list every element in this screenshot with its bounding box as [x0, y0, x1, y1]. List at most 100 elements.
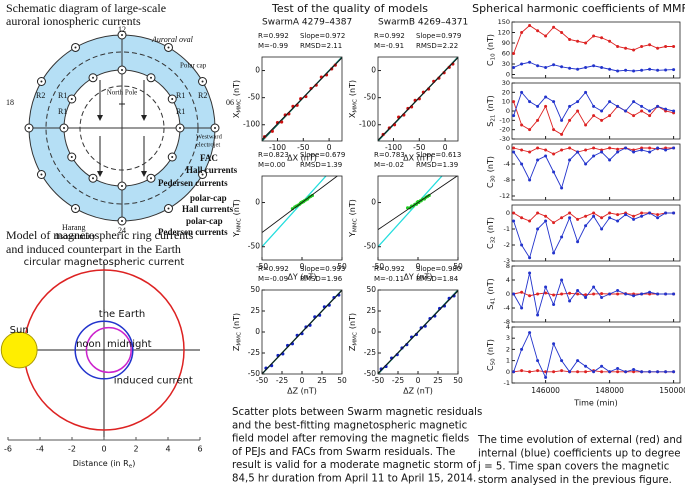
x-tick-label: 50	[337, 376, 347, 385]
series-point	[576, 150, 580, 154]
fac-symbol-dot	[121, 220, 123, 222]
y-tick-label: 30	[502, 79, 510, 87]
series-point	[608, 100, 612, 104]
fac-symbols	[24, 30, 220, 226]
y-tick-label: -100	[359, 120, 376, 129]
stat-label: RMSD=	[416, 42, 443, 50]
series-point	[672, 211, 676, 215]
x-axis-label: ΔY (nT)	[403, 273, 432, 282]
series-point	[512, 292, 516, 296]
series-point	[584, 148, 588, 152]
frame	[511, 143, 681, 201]
series-point	[536, 211, 540, 215]
fit-line	[378, 176, 458, 231]
series-point	[528, 331, 532, 335]
series-point	[536, 292, 540, 296]
label-part: Distance (in R	[73, 459, 129, 468]
series-point	[664, 45, 668, 48]
axis-label: S21 (nT)	[486, 95, 497, 126]
series-point	[544, 148, 548, 152]
series-point	[648, 290, 652, 294]
series-point	[560, 65, 564, 69]
stat: Slope=0.993	[300, 265, 345, 273]
text-line: field model after removing the magnetic …	[232, 434, 469, 445]
label-part: (nT)	[348, 313, 357, 329]
series-point	[560, 132, 564, 136]
series-point	[560, 186, 564, 190]
polar-arrows	[97, 80, 147, 177]
series-point	[648, 67, 652, 71]
stat-label: M=	[258, 42, 270, 50]
x-tick-label: -50	[256, 376, 268, 385]
pc-pedersen-label: Pedersen currents	[158, 227, 228, 237]
column-header: SwarmB 4269–4371	[378, 18, 468, 28]
y-tick-label: 25	[366, 306, 376, 315]
text-line: j = 5. Time span covers the magnetic	[477, 462, 669, 473]
y-tick-label: 0	[506, 71, 510, 79]
series-point	[544, 285, 548, 289]
series-point	[560, 369, 564, 373]
series-point	[616, 370, 620, 374]
axis-label: ZMMC (nT)	[348, 313, 359, 351]
fac-symbol-dot	[28, 127, 30, 129]
series-point	[584, 66, 588, 69]
series-point	[560, 31, 564, 34]
plot-area	[378, 290, 458, 374]
series-point	[536, 158, 540, 162]
frame	[511, 326, 681, 384]
series-point	[520, 216, 524, 220]
series-point	[544, 34, 548, 38]
series-point	[576, 217, 580, 221]
series-line	[513, 212, 674, 259]
series-point	[608, 39, 612, 43]
series-point	[600, 109, 604, 113]
hour-label: 12	[118, 25, 126, 34]
fac-symbol-dot	[63, 127, 65, 129]
text-line: 84,5 hr duration from April 11 to April …	[232, 474, 476, 485]
y-tick-label: 0	[506, 368, 510, 376]
series-point	[608, 158, 612, 162]
series-point	[528, 24, 532, 27]
series-point	[568, 370, 572, 374]
series-point	[616, 147, 620, 151]
axis-label: YMMC (nT)	[232, 199, 243, 238]
series-point	[640, 370, 644, 374]
series-point	[584, 293, 588, 297]
series-point	[640, 104, 644, 108]
axis-label: C30 (nT)	[486, 156, 497, 188]
series-point	[560, 292, 564, 296]
stat-label: Slope=	[416, 265, 441, 273]
series-point	[536, 227, 540, 231]
series-point	[632, 217, 636, 221]
stat-value: 0.992	[269, 265, 289, 273]
label-sub: 30	[490, 175, 496, 183]
point	[426, 87, 431, 91]
stat-value: 2.22	[443, 42, 459, 50]
fac-symbol-dot	[121, 69, 123, 71]
series-point	[616, 292, 620, 296]
r1-label: R1	[58, 91, 67, 100]
label-sub: MMC	[236, 332, 242, 346]
x-tick-label: 25	[317, 376, 327, 385]
x-tick-label: 148000	[595, 386, 624, 395]
fac-symbol-dot	[92, 76, 94, 79]
series-point	[664, 370, 668, 374]
series-point	[584, 41, 588, 45]
series-point	[536, 29, 540, 33]
stat-label: RMSD=	[300, 161, 327, 169]
axis-label: S41 (nT)	[486, 278, 497, 309]
series-point	[656, 292, 660, 296]
x-tick-label: 25	[433, 376, 443, 385]
stat-label: R=	[258, 32, 269, 40]
stat-label: M=	[258, 275, 270, 283]
x-tick-label: -50	[297, 143, 309, 152]
label-sub: MMC	[352, 218, 358, 232]
hour-label: 24	[118, 226, 126, 235]
series-point	[592, 292, 596, 296]
x-tick-label: 0	[101, 445, 106, 454]
x-axis-label: Time (min)	[573, 399, 617, 408]
x-tick-label: -100	[385, 143, 402, 152]
series-point	[664, 107, 668, 111]
y-tick-label: -50	[364, 93, 376, 102]
frame	[511, 204, 681, 262]
